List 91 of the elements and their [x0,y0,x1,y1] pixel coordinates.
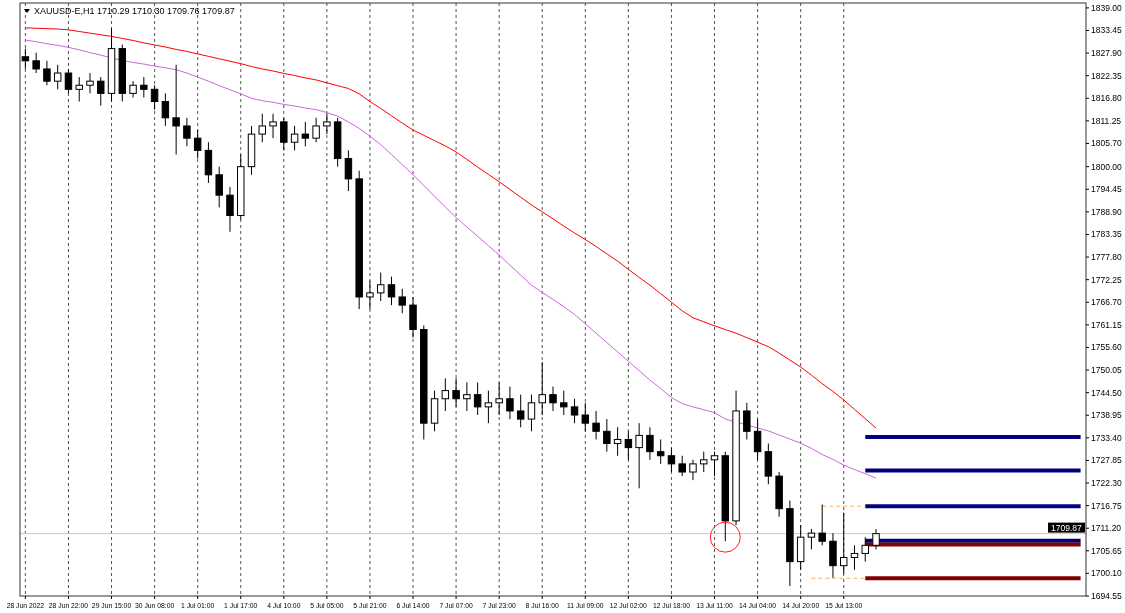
candlestick [463,381,471,412]
y-tick-label: 1750.05 [1091,365,1122,376]
candlestick [21,48,30,70]
chart-title: XAUUSD-E,H1 1710.29 1710.30 1709.76 1709.87 [34,6,235,16]
y-tick-label: 1839.00 [1091,2,1122,13]
candlestick [172,64,180,155]
y-tick-label: 1738.95 [1091,410,1122,421]
y-tick-label: 1716.75 [1091,500,1122,511]
candlestick [689,459,697,481]
candlestick [656,438,665,465]
candlestick [64,68,73,94]
candlestick [183,117,191,147]
candlestick [86,72,94,94]
candlestick [603,418,611,453]
candlestick [624,430,633,461]
y-tick-label: 1827.90 [1091,48,1122,59]
candlestick [344,149,353,192]
candlestick [473,381,482,416]
candlestick [43,60,51,86]
candlestick [516,394,525,428]
candlestick [560,390,568,416]
candlestick [290,125,299,151]
y-tick-label: 1772.25 [1091,274,1122,285]
candlestick [667,447,676,473]
candlestick [398,288,406,314]
candlestick [581,402,590,432]
candlestick [75,76,83,103]
candlestick [850,544,859,571]
candlestick [549,386,557,412]
candlestick [678,455,686,477]
y-tick-label: 1744.50 [1091,387,1122,398]
candlestick [700,451,708,473]
candlestick [872,528,880,550]
candlestick [840,512,848,575]
y-tick-label: 1733.40 [1091,432,1122,443]
candlestick [280,117,288,151]
candlestick [226,186,234,233]
candlestick [635,422,643,489]
candlestick [743,402,751,440]
candlestick [387,276,396,306]
candlestick [818,504,826,546]
y-tick-label: 1755.60 [1091,342,1122,353]
y-tick-label: 1777.80 [1091,252,1122,263]
candlestick [441,377,450,412]
candlestick [484,390,493,424]
candlestick [258,113,266,143]
y-tick-label: 1727.85 [1091,455,1122,466]
candlestick [592,410,600,440]
candlestick [506,386,514,420]
y-tick-label: 1711.20 [1091,523,1122,534]
candlestick [710,451,719,477]
y-tick-label: 1705.65 [1091,545,1122,556]
y-tick-label: 1800.00 [1091,161,1122,172]
y-tick-label: 1811.25 [1091,115,1122,126]
candlestick [452,377,460,408]
y-tick-label: 1788.90 [1091,206,1122,217]
candlestick [323,113,331,135]
candlestick [97,76,105,107]
candlestick [140,76,148,98]
candlestick [376,272,385,302]
candlestick [646,426,654,461]
candlestick [538,361,546,416]
y-tick-label: 1805.70 [1091,138,1122,149]
ref-line-label: 1709.87 [1051,522,1082,533]
y-tick-label: 1833.45 [1091,25,1122,36]
candlestick [312,117,320,143]
y-tick-label: 1722.30 [1091,478,1122,489]
y-tick-label: 1816.80 [1091,93,1122,104]
candlestick [301,121,310,147]
y-tick-label: 1794.45 [1091,184,1122,195]
candlestick [53,64,62,90]
candlestick [193,129,202,160]
candlestick [32,52,40,74]
y-tick-label: 1766.70 [1091,297,1122,308]
y-tick-label: 1783.35 [1091,229,1122,240]
candlestick [366,280,374,310]
candlestick [215,166,223,208]
candlestick [150,84,159,111]
candlestick [495,381,503,416]
candlestick [861,536,869,563]
candlestick [161,92,170,127]
candlestick [269,113,277,139]
candlestick [753,418,762,461]
candlestick [570,398,579,424]
candlestick [527,394,536,432]
candlestick [807,528,816,550]
y-tick-label: 1822.35 [1091,70,1122,81]
y-tick-label: 1694.55 [1091,591,1122,601]
candlestick [613,426,622,457]
y-tick-label: 1761.15 [1091,319,1122,330]
y-tick-label: 1700.10 [1091,568,1122,579]
